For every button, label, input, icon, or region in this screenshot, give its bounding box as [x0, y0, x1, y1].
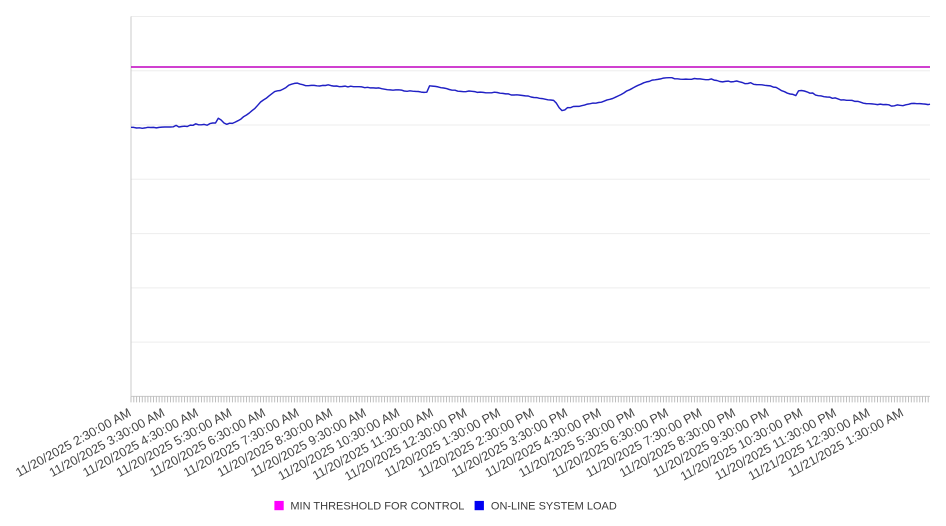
svg-text:ON-LINE SYSTEM LOAD: ON-LINE SYSTEM LOAD: [491, 501, 617, 513]
svg-text:MIN THRESHOLD FOR CONTROL: MIN THRESHOLD FOR CONTROL: [290, 501, 464, 513]
